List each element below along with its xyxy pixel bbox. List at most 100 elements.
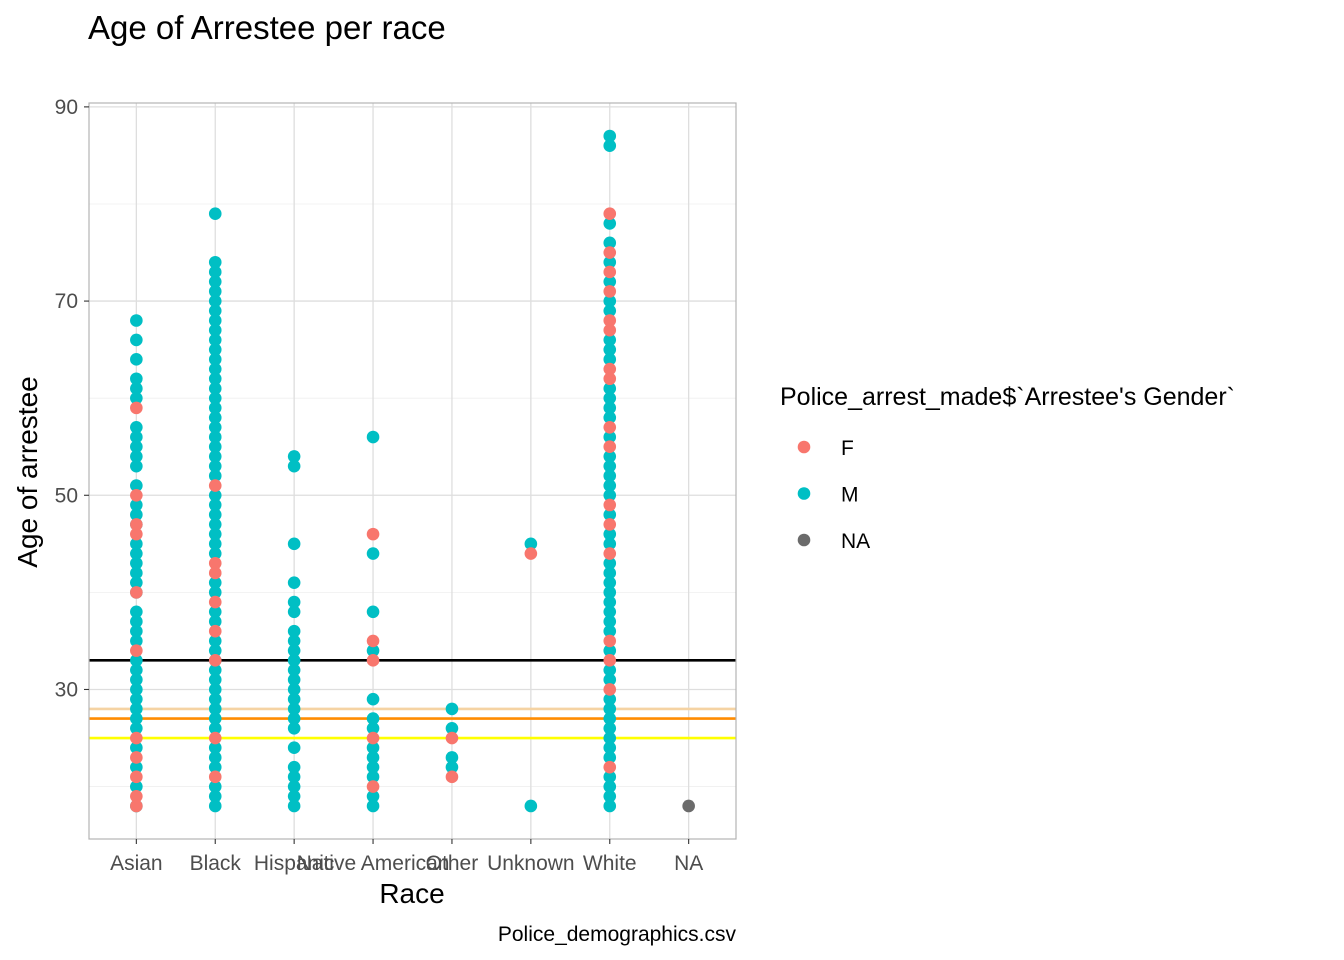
y-axis-ticks: 30 50 70 90 (55, 96, 89, 701)
data-point-m (130, 654, 143, 667)
data-point-m (208, 353, 222, 366)
data-point-f (208, 479, 222, 492)
data-point-m (603, 488, 617, 502)
data-point-m (208, 333, 222, 347)
data-point-m (208, 741, 222, 755)
data-point-f (130, 789, 143, 803)
data-point-m (208, 673, 222, 687)
legend-label-na: NA (841, 530, 870, 553)
data-point-m (603, 644, 617, 657)
data-point-f (130, 644, 143, 657)
data-point-m (603, 586, 617, 599)
data-point-m (130, 741, 143, 755)
data-point-m (208, 469, 222, 483)
data-point-f (603, 634, 617, 648)
data-point-m (208, 411, 222, 424)
panel-border (88, 102, 737, 840)
data-point-m (366, 644, 380, 657)
data-point-m (130, 547, 143, 560)
data-point-f (603, 440, 617, 454)
data-point-m (130, 576, 143, 589)
data-point-m (603, 333, 617, 347)
data-point-f (603, 207, 617, 220)
data-point-f (208, 566, 222, 580)
data-point-m (208, 255, 222, 269)
y-tick-label: 70 (55, 290, 78, 313)
data-point-m (366, 789, 380, 803)
data-point-m (208, 547, 222, 560)
data-point-m (287, 702, 301, 716)
data-point-m (208, 508, 222, 521)
data-point-m (287, 605, 301, 619)
data-point-m (287, 780, 301, 793)
data-point-f (130, 731, 143, 745)
caption: Police_demographics.csv (498, 923, 737, 946)
data-point-m (524, 537, 538, 551)
data-point-f (130, 770, 143, 784)
data-point-m (130, 663, 143, 677)
data-point-f (603, 547, 617, 560)
data-point-m (208, 304, 222, 318)
data-point-m (130, 556, 143, 570)
data-point-m (287, 595, 301, 609)
data-point-m (130, 508, 143, 521)
data-point-m (603, 663, 617, 677)
data-point-f (445, 731, 459, 745)
data-point-m (130, 760, 143, 774)
data-point-m (208, 712, 222, 725)
x-tick-label: Hispanic (254, 852, 335, 875)
data-point-m (603, 479, 617, 492)
data-point-m (208, 421, 222, 434)
data-point-m (603, 566, 617, 580)
data-point-m (130, 440, 143, 454)
data-point-m (603, 576, 617, 589)
data-point-na (682, 799, 695, 813)
data-point-m (603, 275, 617, 288)
data-point-f (603, 314, 617, 327)
legend-key-m (797, 487, 811, 500)
data-point-m (603, 343, 617, 356)
data-point-m (603, 702, 617, 716)
data-point-m (287, 712, 301, 725)
data-point-m (130, 498, 143, 512)
data-point-m (603, 731, 617, 745)
data-point-m (130, 314, 143, 327)
data-point-f (366, 731, 380, 745)
data-point-m (445, 722, 459, 735)
data-point-m (130, 459, 143, 473)
data-point-f (603, 683, 617, 696)
data-point-m (603, 459, 617, 473)
data-point-f (366, 527, 380, 541)
data-point-m (603, 304, 617, 318)
data-point-m (208, 605, 222, 619)
data-point-m (208, 362, 222, 376)
data-point-f (208, 595, 222, 609)
data-point-m (287, 799, 301, 813)
data-point-f (208, 556, 222, 570)
data-point-m (445, 702, 459, 716)
data-point-m (130, 430, 143, 444)
data-point-m (208, 789, 222, 803)
data-point-f (603, 654, 617, 667)
legend-key-f (797, 440, 811, 454)
data-point-m (603, 605, 617, 619)
data-point-m (208, 498, 222, 512)
data-point-m (603, 751, 617, 764)
data-point-f (603, 362, 617, 376)
data-point-m (524, 799, 538, 813)
data-point-m (130, 692, 143, 706)
data-point-m (287, 644, 301, 657)
data-point-m (208, 382, 222, 395)
data-point-m (366, 605, 380, 619)
data-point-f (208, 654, 222, 667)
data-point-m (130, 615, 143, 628)
data-point-m (366, 799, 380, 813)
x-tick-label: Black (190, 852, 242, 875)
data-point-m (603, 353, 617, 366)
data-point-m (208, 527, 222, 541)
data-point-m (603, 217, 617, 230)
x-tick-label: Unknown (487, 852, 575, 875)
data-point-f (130, 586, 143, 599)
data-point-m (130, 780, 143, 793)
x-tick-label: Other (426, 852, 479, 875)
